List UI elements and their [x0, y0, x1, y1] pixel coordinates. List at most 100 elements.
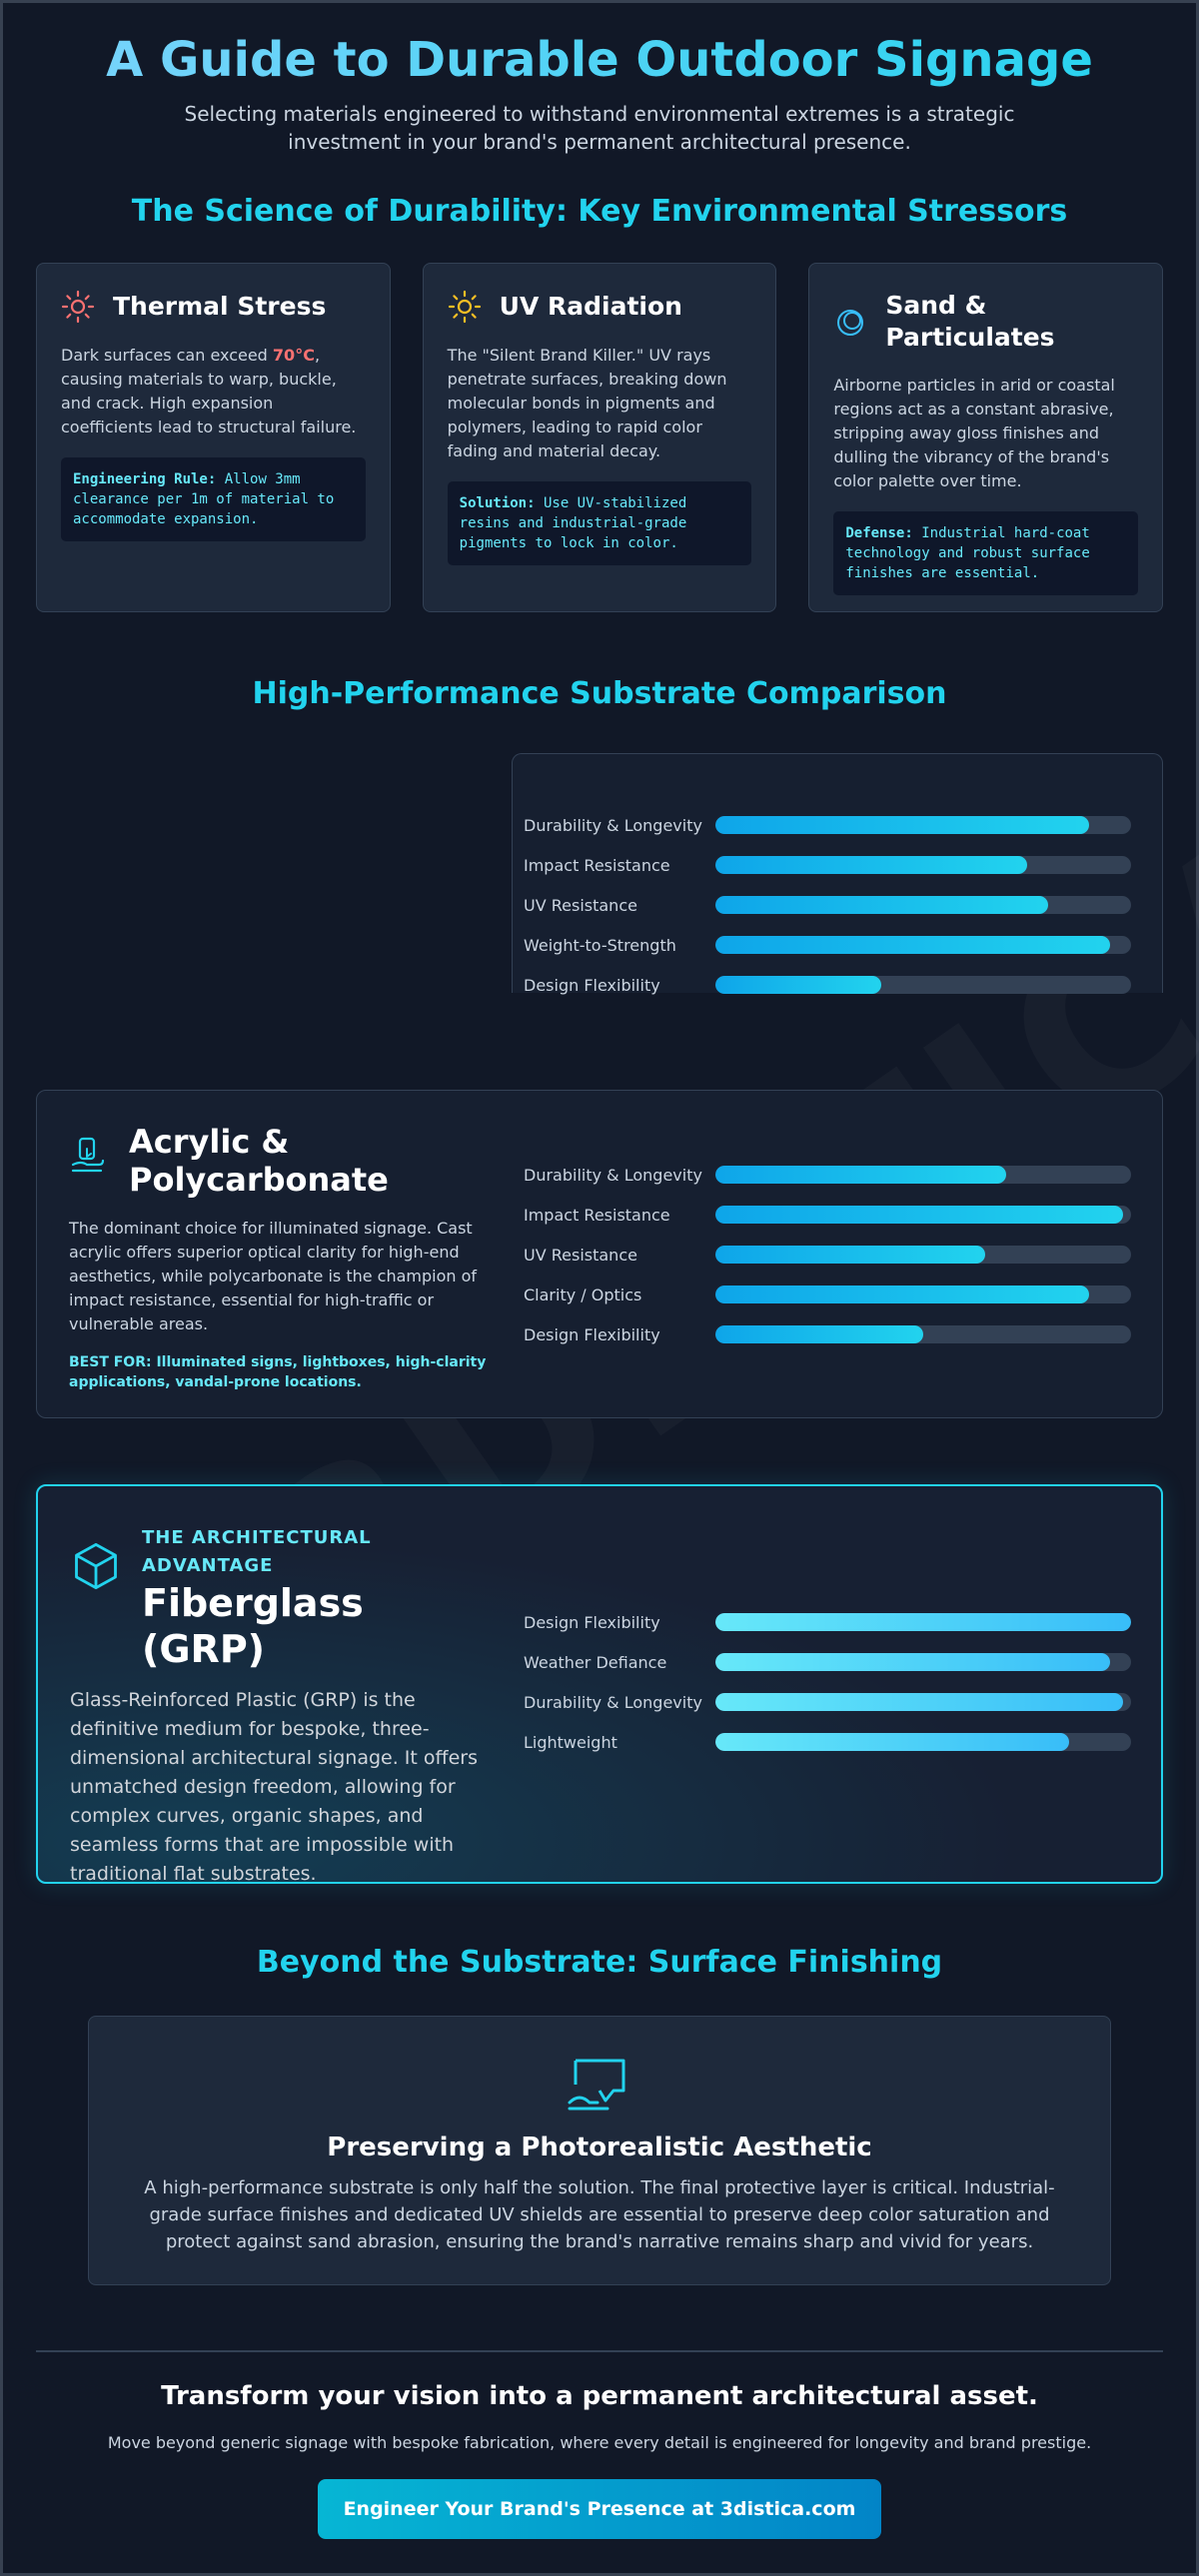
stat-row: Durability & Longevity [524, 1682, 1131, 1722]
stat-label: UV Resistance [524, 1245, 637, 1265]
stat-row: Durability & Longevity [524, 1155, 1131, 1195]
hand-tablet-icon [71, 1137, 105, 1173]
stressor-title: UV Radiation [499, 292, 682, 321]
stat-label: UV Resistance [524, 895, 637, 915]
stat-row: Impact Resistance [524, 845, 1131, 885]
stressor-card-uv: UV Radiation The "Silent Brand Killer." … [422, 263, 777, 612]
cta-button[interactable]: Engineer Your Brand's Presence at 3disti… [318, 2479, 881, 2539]
stat-bar-fill [715, 856, 1027, 874]
finishing-card-body: A high-performance substrate is only hal… [144, 2177, 1055, 2252]
stat-row: Clarity / Optics [524, 1275, 1131, 1314]
stat-bar-fill [715, 1653, 1111, 1671]
acrylic-title: Acrylic & Polycarbonate [129, 1123, 389, 1199]
temperature-highlight: 70°C [272, 346, 315, 365]
cube-icon [75, 1542, 117, 1590]
stat-bar-fill [715, 1166, 1007, 1184]
stat-label: Impact Resistance [524, 1205, 670, 1225]
stat-row: Weather Defiance [524, 1642, 1131, 1682]
stressor-title: Sand & Particulates [885, 291, 1055, 352]
finishing-title: Beyond the Substrate: Surface Finishing [256, 1945, 943, 1980]
stat-label: Weight-to-Strength [524, 935, 676, 955]
stat-bar-track [715, 1693, 1131, 1711]
stat-bar-track [715, 1653, 1131, 1671]
stressor-card-thermal: Thermal Stress Dark surfaces can exceed … [36, 263, 391, 612]
defense-callout: Defense: Industrial hard-coat technology… [833, 511, 1139, 595]
stat-bar-fill [715, 1733, 1069, 1751]
stat-bar-fill [715, 1693, 1123, 1711]
stressor-title: Thermal Stress [113, 292, 327, 321]
divider [36, 2350, 1163, 2352]
stat-row: UV Resistance [524, 885, 1131, 925]
stat-bar-track [715, 1286, 1131, 1303]
page-subtitle: Selecting materials engineered to withst… [184, 102, 1015, 154]
stat-bar-fill [715, 896, 1048, 914]
stat-label: Design Flexibility [524, 975, 660, 995]
stat-row: Design Flexibility [524, 1602, 1131, 1642]
stat-bar-fill [715, 816, 1090, 834]
stressor-body: The "Silent Brand Killer." UV rays penet… [447, 346, 727, 460]
frp-title: Fiberglass (GRP) [142, 1581, 364, 1671]
stat-bar-track [715, 1246, 1131, 1264]
frp-description: Glass-Reinforced Plastic (GRP) is the de… [70, 1689, 478, 1885]
stat-bar-fill [715, 1286, 1090, 1303]
stat-bar-track [715, 856, 1131, 874]
acrylic-stats: Durability & Longevity Impact Resistance U… [512, 1155, 1163, 1354]
frp-eyebrow: THE ARCHITECTURAL ADVANTAGE [142, 1527, 372, 1576]
finishing-card-title: Preserving a Photorealistic Aesthetic [327, 2133, 872, 2162]
stressors-title: The Science of Durability: Key Environme… [131, 194, 1068, 229]
stressor-cards: Thermal Stress Dark surfaces can exceed … [36, 263, 1164, 612]
substrate-stats-first: Durability & Longevity Impact Resistance U… [512, 805, 1163, 1005]
stat-label: Impact Resistance [524, 855, 670, 875]
stat-row: Durability & Longevity [524, 805, 1131, 845]
stressor-body: Airborne particles in arid or coastal re… [833, 376, 1115, 490]
stat-bar-track [715, 1613, 1131, 1631]
frp-stats: Design Flexibility Weather Defiance Durabi… [512, 1602, 1163, 1762]
stat-label: Design Flexibility [524, 1612, 660, 1632]
cta-subtitle: Move beyond generic signage with bespoke… [107, 2433, 1092, 2452]
acrylic-best-for: BEST FOR: Illuminated signs, lightboxes,… [69, 1354, 487, 1390]
stat-bar-track [715, 896, 1131, 914]
stat-bar-track [715, 976, 1131, 994]
stat-bar-fill [715, 936, 1111, 954]
stressor-body: Dark surfaces can exceed 70°C, causing m… [61, 346, 357, 436]
stat-row: UV Resistance [524, 1235, 1131, 1275]
cta-title: Transform your vision into a permanent a… [161, 2381, 1038, 2411]
picture-frame-icon [568, 2059, 625, 2111]
stat-bar-track [715, 1325, 1131, 1343]
solution-callout: Solution: Use UV-stabilized resins and i… [447, 481, 752, 565]
stat-label: Lightweight [524, 1732, 617, 1752]
stat-bar-fill [715, 1246, 986, 1264]
stat-label: Design Flexibility [524, 1324, 660, 1344]
finishing-card: Preserving a Photorealistic Aesthetic A … [88, 2016, 1111, 2285]
stat-bar-track [715, 816, 1131, 834]
stat-label: Durability & Longevity [524, 1165, 702, 1185]
stat-bar-fill [715, 1613, 1131, 1631]
stat-bar-fill [715, 1206, 1123, 1224]
sun-thermal-icon [61, 290, 95, 324]
stressor-card-sand: Sand & Particulates Airborne particles i… [808, 263, 1164, 612]
page-header: A Guide to Durable Outdoor Signage Selec… [0, 0, 1199, 156]
stat-row: Impact Resistance [524, 1195, 1131, 1235]
stat-bar-fill [715, 976, 882, 994]
particles-icon [837, 310, 864, 336]
stat-row: Weight-to-Strength [524, 925, 1131, 965]
acrylic-description: The dominant choice for illuminated sign… [69, 1219, 478, 1333]
stat-label: Clarity / Optics [524, 1285, 642, 1304]
comparison-title: High-Performance Substrate Comparison [252, 676, 947, 711]
stat-bar-fill [715, 1325, 923, 1343]
stat-bar-track [715, 1166, 1131, 1184]
stat-row: Design Flexibility [524, 1314, 1131, 1354]
stat-label: Durability & Longevity [524, 1692, 702, 1712]
sun-uv-icon [448, 290, 481, 324]
frp-panel: THE ARCHITECTURAL ADVANTAGE Fiberglass (… [36, 1484, 1163, 1885]
stat-bar-track [715, 1206, 1131, 1224]
stat-label: Weather Defiance [524, 1652, 667, 1672]
stat-bar-track [715, 1733, 1131, 1751]
stat-row: Lightweight [524, 1722, 1131, 1762]
stat-row: Design Flexibility [524, 965, 1131, 1005]
acrylic-panel: Acrylic & Polycarbonate The dominant cho… [36, 1090, 1163, 1418]
stat-bar-track [715, 936, 1131, 954]
page-title: A Guide to Durable Outdoor Signage [0, 30, 1199, 90]
engineering-rule-callout: Engineering Rule: Allow 3mm clearance pe… [61, 457, 366, 541]
stat-label: Durability & Longevity [524, 815, 702, 835]
